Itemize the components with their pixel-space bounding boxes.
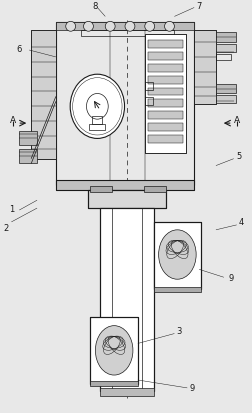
Bar [90, 381, 137, 386]
Bar [56, 23, 194, 31]
Circle shape [164, 22, 174, 32]
Bar [215, 33, 235, 43]
Circle shape [144, 22, 154, 32]
Text: 9: 9 [189, 384, 194, 392]
Text: 1: 1 [9, 204, 14, 213]
Text: 4: 4 [238, 218, 243, 227]
Bar [147, 76, 183, 84]
Bar [147, 100, 183, 108]
Bar [147, 53, 183, 61]
Bar [56, 23, 194, 186]
Bar [92, 117, 102, 125]
Bar [194, 31, 215, 105]
Bar [147, 135, 183, 144]
Text: 7: 7 [196, 2, 201, 11]
Bar [90, 187, 112, 193]
Bar [147, 88, 183, 96]
Bar [215, 84, 235, 94]
Bar [144, 35, 185, 153]
Bar [56, 181, 194, 191]
Bar [144, 98, 152, 106]
Bar [194, 31, 215, 105]
Text: A: A [233, 115, 239, 124]
Bar [147, 124, 183, 132]
Text: 5: 5 [235, 152, 240, 161]
Bar [215, 96, 235, 104]
Ellipse shape [70, 75, 124, 139]
Bar [153, 222, 200, 290]
Ellipse shape [158, 230, 195, 280]
Text: 9: 9 [227, 273, 232, 282]
Bar [153, 287, 200, 292]
Bar [147, 41, 183, 49]
Bar [100, 209, 153, 391]
Circle shape [105, 22, 115, 32]
Text: A: A [10, 115, 16, 124]
Bar [31, 31, 56, 159]
Bar [147, 112, 183, 120]
Bar [80, 31, 174, 37]
Circle shape [124, 22, 134, 32]
Bar [19, 132, 37, 145]
Bar [215, 55, 230, 61]
Ellipse shape [95, 326, 132, 375]
Bar [153, 222, 200, 290]
Bar [215, 45, 235, 53]
Bar [31, 31, 56, 159]
Text: 8: 8 [92, 2, 98, 11]
Bar [143, 187, 165, 193]
Bar [90, 317, 137, 384]
Text: 3: 3 [176, 326, 181, 335]
Text: 6: 6 [17, 45, 22, 53]
Bar [100, 209, 153, 391]
Text: 2: 2 [4, 224, 9, 233]
Circle shape [83, 22, 93, 32]
Bar [100, 388, 153, 396]
Bar [147, 65, 183, 73]
Bar [88, 191, 165, 209]
Bar [89, 125, 105, 131]
Bar [90, 317, 137, 384]
Bar [19, 150, 37, 163]
Bar [144, 35, 185, 153]
Bar [144, 83, 152, 90]
Circle shape [66, 22, 75, 32]
Bar [88, 191, 165, 209]
Bar [56, 181, 194, 191]
